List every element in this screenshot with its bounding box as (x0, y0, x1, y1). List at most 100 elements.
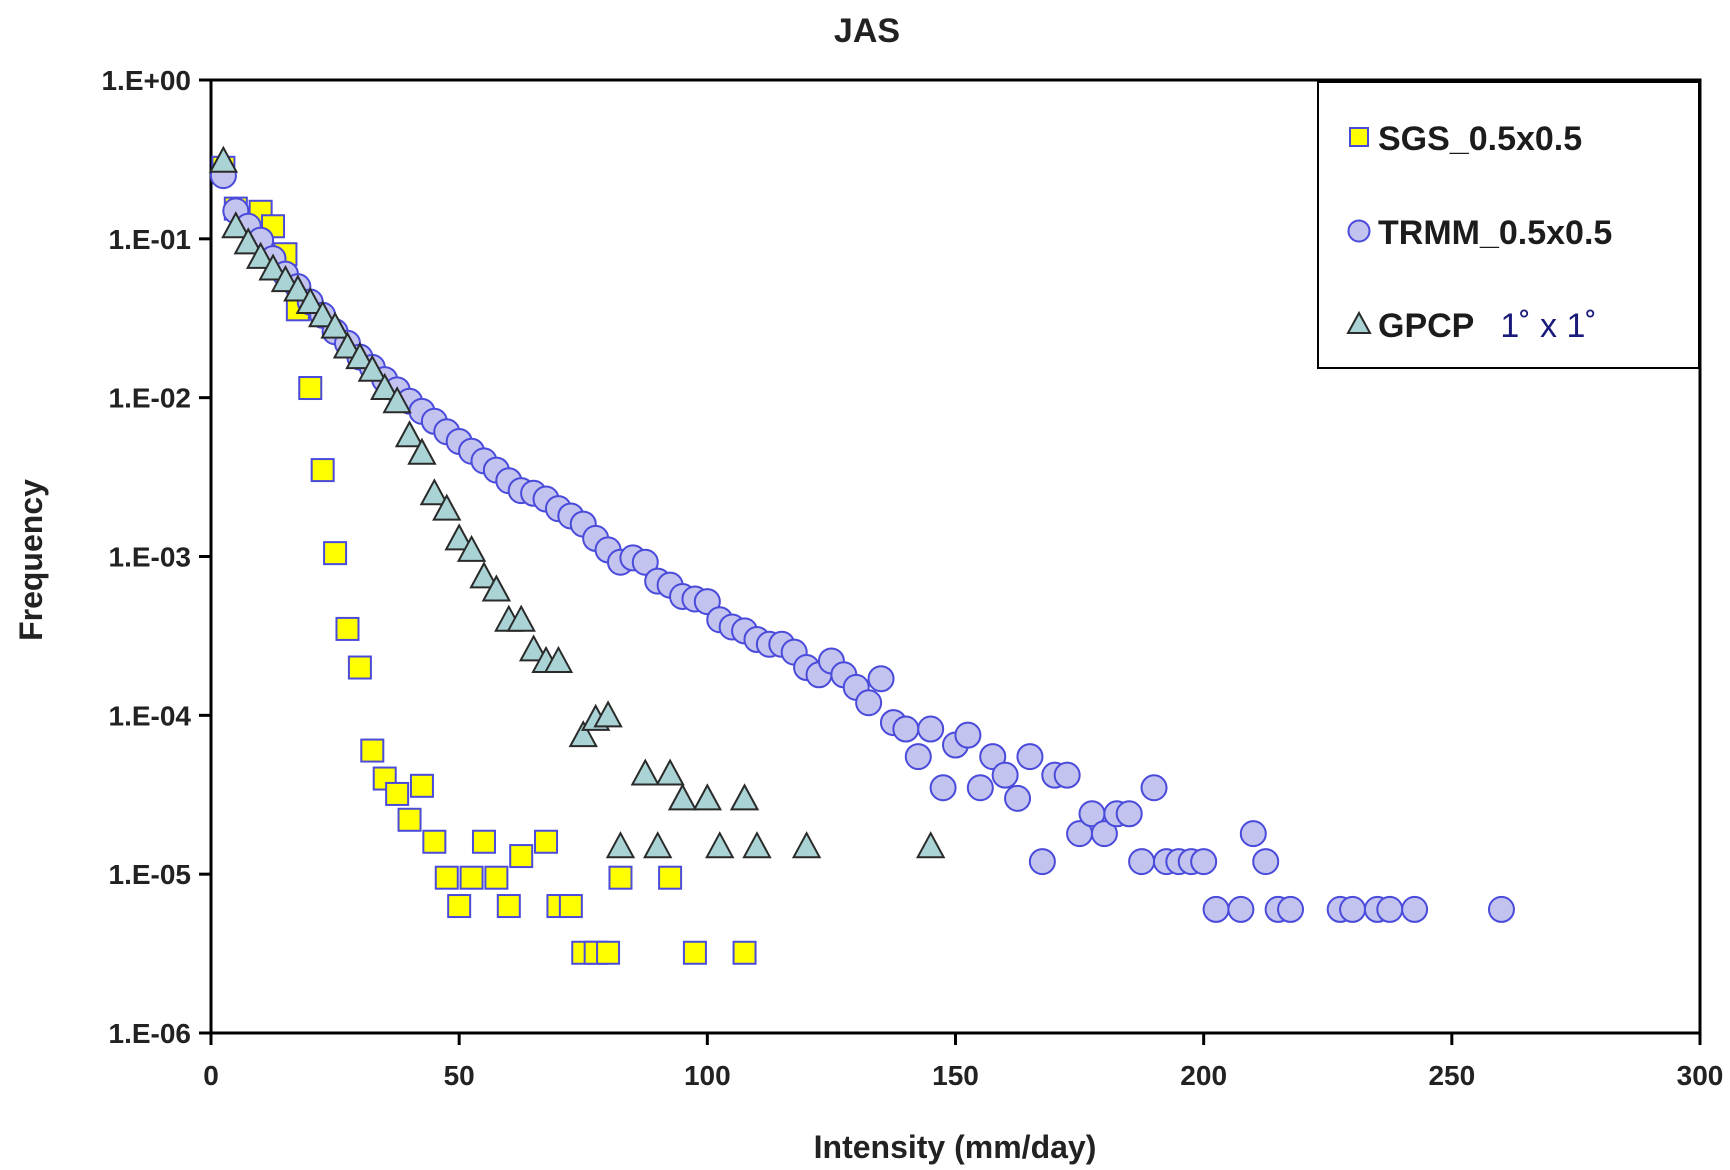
data-point (245, 241, 276, 269)
data-point (1028, 848, 1056, 876)
series-triangle (208, 145, 946, 859)
data-point (320, 311, 350, 339)
data-point (434, 865, 459, 890)
data-point (742, 831, 772, 859)
data-point (608, 865, 633, 890)
data-point (692, 783, 723, 811)
axes: 1.E+00 1.E-01 1.E-02 1.E-03 1.E-04 1.E-05 1.E-… (101, 65, 1723, 1091)
data-point (469, 561, 499, 589)
data-point (655, 758, 685, 786)
data-point (385, 781, 410, 806)
x-axis-label: Intensity (mm/day) (814, 1129, 1097, 1165)
data-point (917, 715, 945, 743)
data-point (534, 829, 559, 854)
data-point (370, 372, 400, 401)
x-tick-label: 150 (932, 1060, 979, 1091)
data-point (904, 743, 932, 771)
y-tick-label: 1.E-02 (109, 383, 192, 414)
data-point (605, 831, 636, 859)
legend-box (1317, 81, 1700, 369)
data-point (658, 865, 683, 890)
legend-label: TRMM_0.5x0.5 (1378, 214, 1612, 252)
data-point (558, 894, 583, 919)
data-point (1339, 895, 1367, 923)
data-point (1277, 895, 1305, 923)
data-point (1487, 895, 1515, 923)
legend-label-suffix: 1˚ x 1˚ (1500, 307, 1596, 345)
data-point (382, 386, 412, 414)
data-point (966, 774, 994, 802)
y-tick-label: 1.E-03 (109, 542, 192, 573)
data-point (298, 376, 323, 401)
data-point (360, 738, 385, 763)
data-point (407, 437, 437, 465)
data-point (1202, 895, 1230, 923)
data-point (916, 831, 946, 859)
data-point (258, 253, 288, 281)
data-point (481, 574, 512, 602)
data-point (270, 264, 301, 293)
data-point (335, 616, 360, 641)
data-point (1053, 761, 1081, 789)
data-point (332, 331, 363, 359)
data-point (1252, 848, 1280, 876)
data-point (682, 940, 707, 965)
data-point (729, 783, 760, 811)
y-axis-label: Frequency (13, 479, 49, 641)
data-point (1115, 800, 1143, 828)
data-point (397, 807, 422, 832)
data-point (409, 773, 434, 798)
data-point (1140, 774, 1168, 802)
data-point (456, 534, 487, 562)
chart-title: JAS (834, 12, 900, 50)
legend-marker (1347, 219, 1371, 243)
x-tick-label: 300 (1677, 1060, 1724, 1091)
data-point (1239, 820, 1267, 848)
x-tick-label: 0 (203, 1060, 219, 1091)
data-point (667, 783, 698, 811)
data-point (867, 665, 895, 693)
data-point (422, 829, 447, 854)
data-point (310, 458, 335, 483)
data-point (484, 865, 509, 890)
data-point (295, 286, 325, 315)
data-point (518, 634, 549, 662)
x-tick-label: 250 (1428, 1060, 1475, 1091)
data-point (459, 865, 484, 890)
data-point (307, 300, 338, 328)
data-point (357, 354, 387, 382)
data-point (394, 420, 425, 448)
data-point (419, 478, 450, 506)
data-point (596, 940, 621, 965)
data-point (643, 831, 673, 859)
data-point (892, 715, 920, 743)
data-point (347, 655, 372, 680)
x-tick-label: 50 (444, 1060, 475, 1091)
data-point (509, 844, 534, 869)
data-point (432, 493, 462, 521)
data-point (208, 145, 239, 173)
data-point (732, 940, 757, 965)
series-layer (208, 145, 1515, 965)
x-tick-label: 100 (684, 1060, 731, 1091)
data-point (543, 645, 574, 673)
y-tick-label: 1.E-05 (109, 859, 192, 890)
data-point (1190, 848, 1218, 876)
legend-marker (1346, 310, 1372, 334)
data-point (233, 227, 263, 255)
data-point (323, 541, 348, 566)
legend-label: SGS_0.5x0.5 (1378, 120, 1582, 158)
data-point (1090, 820, 1118, 848)
data-point (506, 604, 536, 632)
data-point (447, 894, 472, 919)
data-point (979, 743, 1007, 771)
data-point (1128, 848, 1156, 876)
data-point (1376, 895, 1404, 923)
data-point (496, 894, 521, 919)
y-tick-label: 1.E+00 (101, 65, 191, 96)
x-tick-label: 200 (1180, 1060, 1227, 1091)
data-point (444, 523, 474, 551)
y-tick-label: 1.E-04 (109, 700, 192, 731)
